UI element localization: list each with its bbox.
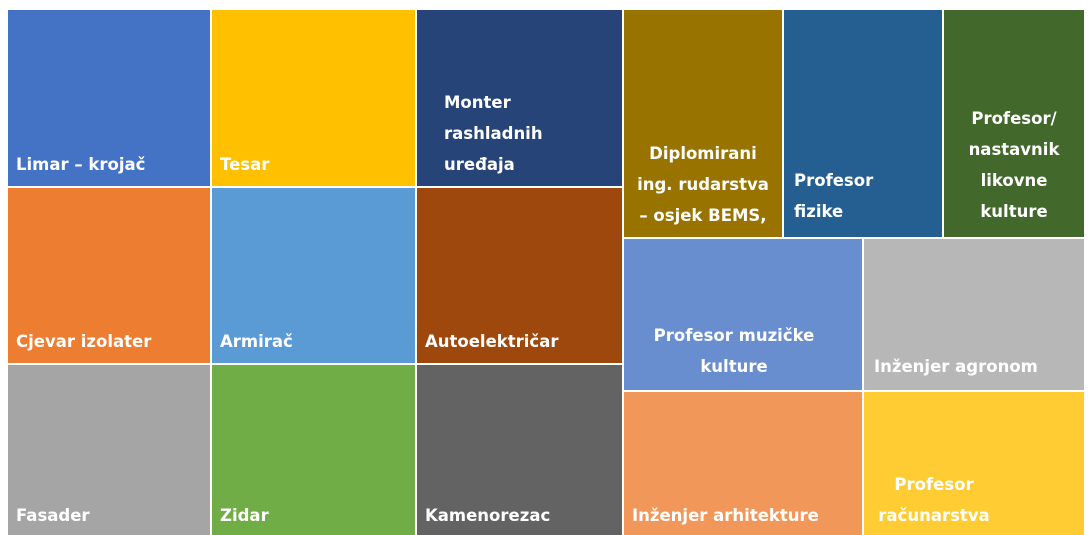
tile-label: Cjevar izolater [16, 332, 152, 351]
tile: Monter rashladnih uređaja [417, 10, 622, 186]
tile: Profesor/ nastavnik likovne kulture [944, 10, 1084, 237]
tile-label: Limar – krojač [16, 155, 146, 174]
tile: Limar – krojač [8, 10, 210, 186]
tile: Armirač [212, 188, 415, 363]
tile: Tesar [212, 10, 415, 186]
tile-label: Inženjer arhitekture [632, 506, 819, 525]
tile-label: Inženjer agronom [874, 357, 1038, 376]
tile-label: Armirač [220, 332, 293, 351]
tile-label: Monter rashladnih uređaja [444, 93, 543, 174]
tile-label: Kamenorezac [425, 506, 551, 525]
tile-label: Profesor/ nastavnik likovne kulture [968, 109, 1060, 221]
tile-label: Fasader [16, 506, 90, 525]
tile: Profesor muzičke kulture [624, 239, 862, 390]
tile-label: Zidar [220, 506, 269, 525]
tile: Kamenorezac [417, 365, 622, 535]
tile-label: Profesor računarstva [878, 475, 990, 525]
tile: Cjevar izolater [8, 188, 210, 363]
tile: Inženjer arhitekture [624, 392, 862, 535]
tile: Zidar [212, 365, 415, 535]
tile: Inženjer agronom [864, 239, 1084, 390]
tile-label: Autoelektričar [425, 332, 559, 351]
tile-label: Diplomirani ing. rudarstva – osjek BEMS, [637, 144, 769, 225]
tile-label: Profesor fizike [794, 171, 874, 221]
tile: Profesor računarstva [864, 392, 1084, 535]
tile: Autoelektričar [417, 188, 622, 363]
tile: Profesor fizike [784, 10, 942, 237]
tile-label: Tesar [220, 155, 270, 174]
tile-label: Profesor muzičke kulture [653, 326, 815, 376]
tile: Fasader [8, 365, 210, 535]
tile: Diplomirani ing. rudarstva – osjek BEMS, [624, 10, 782, 237]
